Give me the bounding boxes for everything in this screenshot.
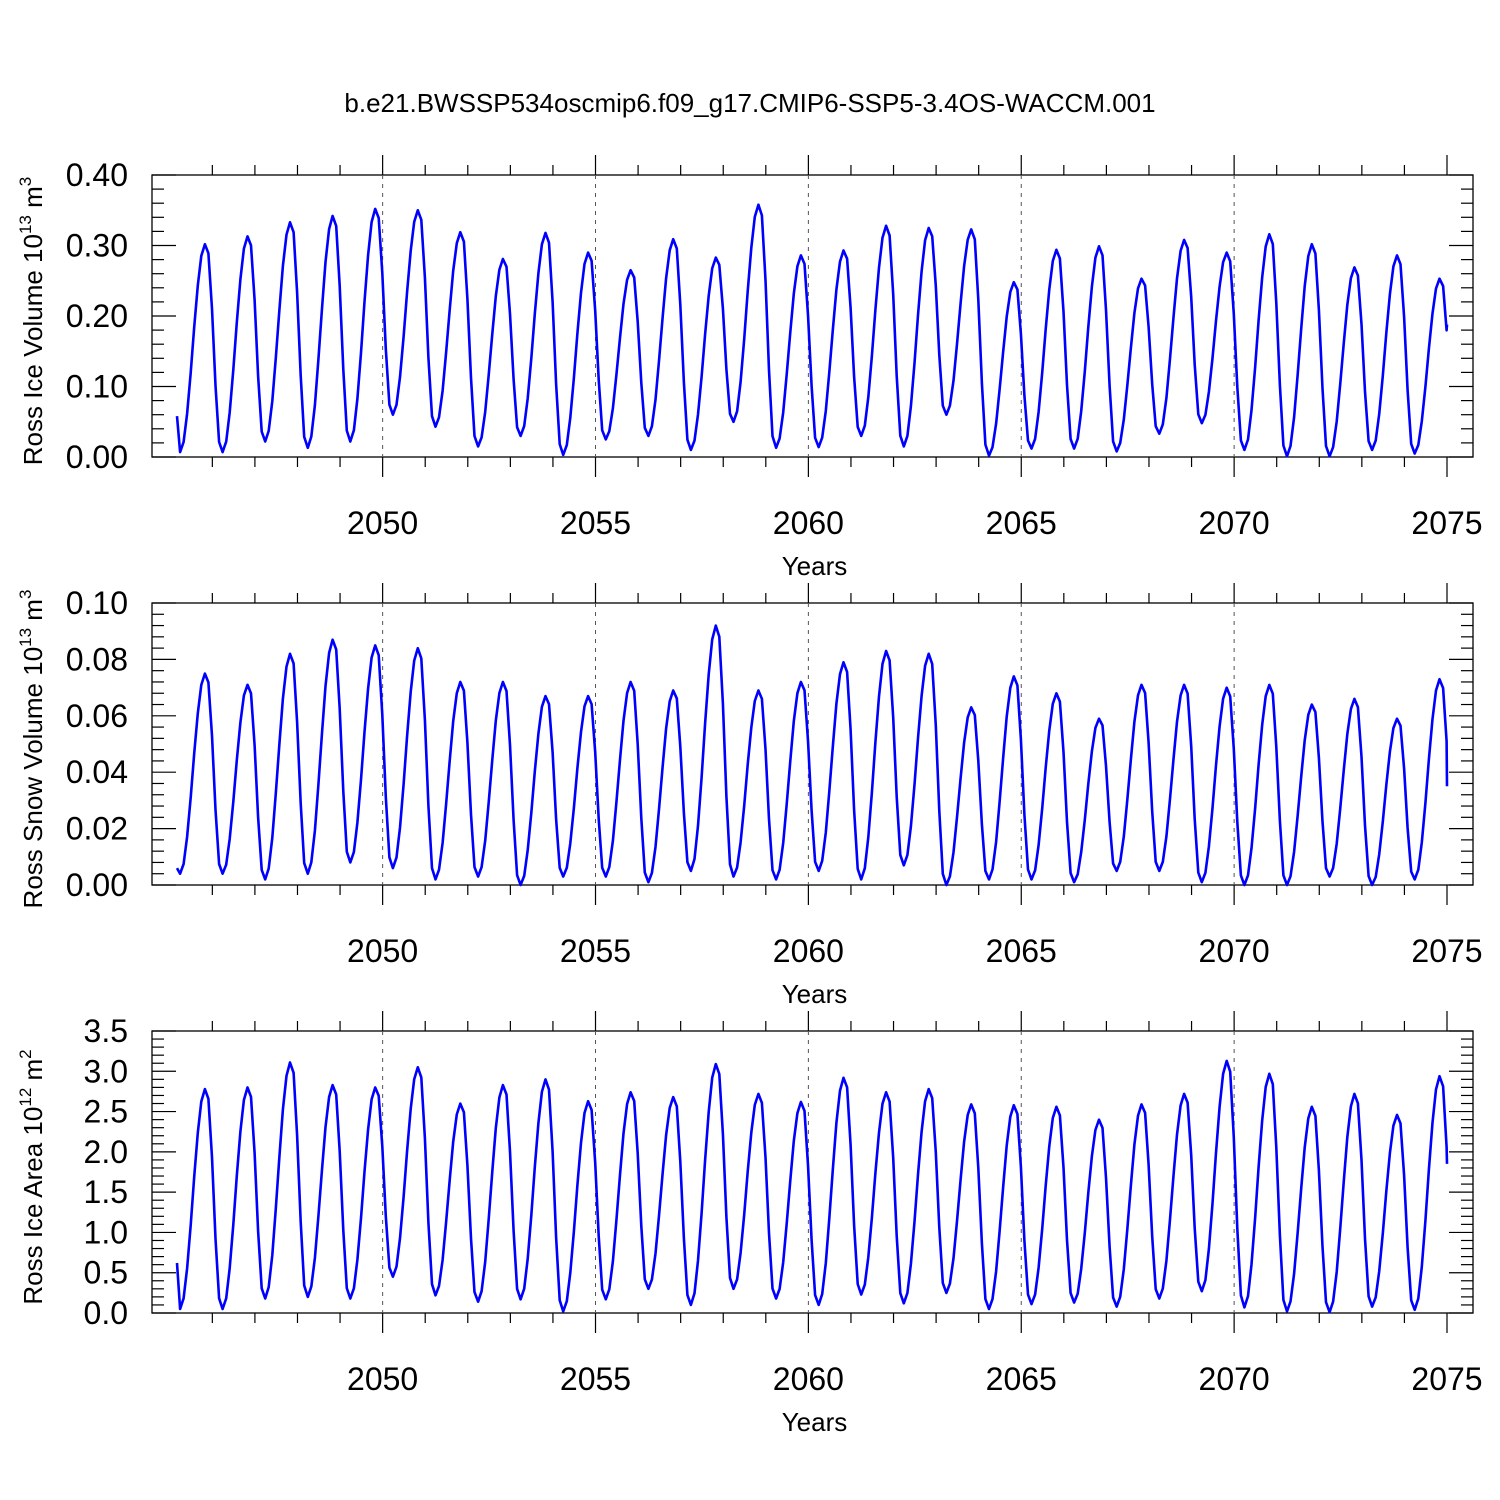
y-tick-label: 1.5	[84, 1174, 128, 1210]
y-axis-title-unit: m	[18, 599, 48, 628]
x-tick-label: 2070	[1199, 1361, 1270, 1397]
y-tick-label: 0.10	[66, 369, 128, 405]
y-axis-title-main: Ross Snow Volume 10	[18, 647, 48, 909]
y-axis-title-exponent: 13	[16, 628, 35, 647]
x-tick-label: 2050	[347, 1361, 418, 1397]
x-tick-label: 2065	[986, 1361, 1057, 1397]
x-tick-label: 2050	[347, 933, 418, 969]
y-tick-label: 0.00	[66, 867, 128, 903]
y-tick-label: 0.20	[66, 298, 128, 334]
y-tick-label: 2.0	[84, 1134, 128, 1170]
panel-2: 0.00 0.02 0.04 0.06 0.08 0.10 2050 2055 2060 2065…	[16, 583, 1483, 1009]
y-tick-label: 3.0	[84, 1053, 128, 1089]
y-axis-title-exponent: 13	[16, 215, 35, 234]
y-tick-label: 2.5	[84, 1094, 128, 1130]
data-series-line	[175, 1059, 1449, 1314]
x-tick-label: 2075	[1411, 505, 1482, 541]
y-axis-title-unit-exponent: 3	[16, 177, 35, 186]
y-axis-title: Ross Snow Volume 1013 m3	[16, 590, 48, 909]
y-axis-title: Ross Ice Area 1012 m2	[16, 1049, 48, 1304]
x-tick-label: 2065	[986, 933, 1057, 969]
chart-title: b.e21.BWSSP534oscmip6.f09_g17.CMIP6-SSP5…	[344, 88, 1155, 118]
x-tick-label: 2055	[560, 505, 631, 541]
y-tick-label: 0.00	[66, 439, 128, 475]
data-series-line	[175, 203, 1449, 458]
x-tick-label: 2060	[773, 933, 844, 969]
y-tick-label: 0.5	[84, 1255, 128, 1291]
x-tick-label: 2070	[1199, 505, 1270, 541]
plot-frame	[151, 1030, 1474, 1314]
y-tick-label: 0.40	[66, 157, 128, 193]
x-tick-label: 2075	[1411, 933, 1482, 969]
y-axis-title-main: Ross Ice Area 10	[18, 1107, 48, 1305]
x-tick-label: 2060	[773, 505, 844, 541]
panel-1: 0.00 0.10 0.20 0.30 0.40 2050 2055 2060 2065 2070…	[16, 155, 1483, 581]
y-tick-label: 1.0	[84, 1214, 128, 1250]
y-axis-title-main: Ross Ice Volume 10	[18, 234, 48, 465]
y-axis-title-unit-exponent: 2	[16, 1049, 35, 1058]
y-axis-title: Ross Ice Volume 1013 m3	[16, 177, 48, 466]
y-tick-label: 3.5	[84, 1013, 128, 1049]
x-axis-title: Years	[782, 1407, 848, 1437]
y-tick-label: 0.02	[66, 811, 128, 847]
x-tick-label: 2070	[1199, 933, 1270, 969]
plot-frame	[151, 602, 1474, 886]
y-tick-label: 0.0	[84, 1295, 128, 1331]
panel-3: 0.0 0.5 1.0 1.5 2.0 2.5 3.0 3.5 2050 2055 2060 2065…	[16, 1011, 1483, 1437]
x-axis-title: Years	[782, 551, 848, 581]
x-tick-label: 2065	[986, 505, 1057, 541]
y-tick-label: 0.30	[66, 228, 128, 264]
y-tick-label: 0.04	[66, 754, 128, 790]
y-tick-label: 0.06	[66, 698, 128, 734]
x-axis-title: Years	[782, 979, 848, 1009]
y-axis-title-unit-exponent: 3	[16, 590, 35, 599]
x-tick-label: 2055	[560, 933, 631, 969]
y-tick-label: 0.10	[66, 585, 128, 621]
y-axis-title-unit: m	[18, 186, 48, 215]
x-tick-label: 2050	[347, 505, 418, 541]
y-axis-title-unit: m	[18, 1059, 48, 1088]
x-tick-label: 2060	[773, 1361, 844, 1397]
x-tick-label: 2055	[560, 1361, 631, 1397]
y-tick-label: 0.08	[66, 641, 128, 677]
data-series-line	[175, 624, 1449, 887]
y-axis-title-exponent: 12	[16, 1088, 35, 1107]
x-tick-label: 2075	[1411, 1361, 1482, 1397]
